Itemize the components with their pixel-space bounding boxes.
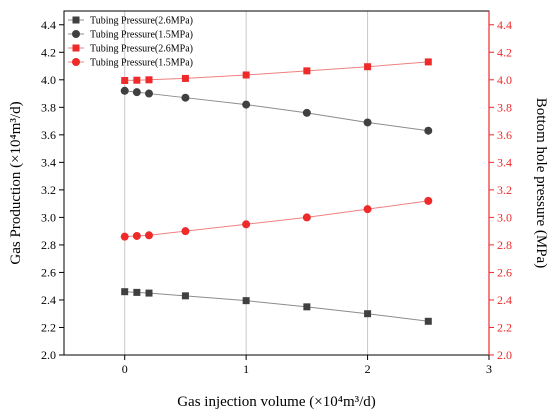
- y-right-tick-label: 3.2: [497, 183, 512, 197]
- data-point: [242, 297, 250, 305]
- data-point: [302, 108, 311, 117]
- y-axis-right-ticks: 2.0 2.2 2.4 2.6 2.8 3.0 3.2 3.4 3.6 3.8 4.0 4.2 4.4: [489, 18, 512, 362]
- y-right-tick-label: 2.0: [497, 348, 512, 362]
- y-axis-right-title: Bottom hole pressure (MPa): [533, 98, 549, 268]
- x-axis-title: Gas injection volume (×10⁴m³/d): [177, 394, 376, 410]
- data-point: [363, 118, 372, 127]
- y-axis-left-ticks: 2.0 2.2 2.4 2.6 2.8 3.0 3.2 3.4 3.6 3.8 4.0 4.2 4.4: [41, 18, 64, 362]
- legend-item: Tubing Pressure(1.5MPa): [68, 58, 193, 69]
- x-tick-label: 2: [365, 362, 371, 376]
- data-point: [181, 93, 190, 102]
- legend-item: Tubing Pressure(1.5MPa): [68, 30, 193, 41]
- x-axis-ticks: 0 1 2 3: [122, 355, 492, 376]
- legend: Tubing Pressure(2.6MPa) Tubing Pressure(1…: [68, 16, 193, 69]
- legend-label: Tubing Pressure(2.6MPa): [90, 16, 193, 27]
- y-left-tick-label: 3.4: [41, 155, 56, 169]
- data-point: [181, 292, 189, 300]
- y-left-tick-label: 4.2: [41, 45, 56, 59]
- data-point: [424, 196, 433, 205]
- y-axis-left-title: Gas Production (×10⁴m³/d): [8, 101, 24, 264]
- y-left-tick-label: 3.0: [41, 210, 56, 224]
- data-point: [424, 126, 433, 135]
- data-point: [145, 76, 153, 84]
- data-point: [145, 289, 153, 297]
- legend-marker: [72, 16, 80, 24]
- y-right-tick-label: 4.2: [497, 45, 512, 59]
- series-4: [120, 196, 433, 241]
- legend-marker: [72, 30, 80, 38]
- data-point: [181, 74, 189, 82]
- data-point: [120, 86, 129, 95]
- y-left-tick-label: 4.4: [41, 18, 56, 32]
- legend-label: Tubing Pressure(1.5MPa): [90, 58, 193, 69]
- y-right-tick-label: 3.4: [497, 155, 512, 169]
- data-point: [132, 231, 141, 240]
- y-right-tick-label: 2.2: [497, 320, 512, 334]
- y-left-tick-label: 3.2: [41, 183, 56, 197]
- x-tick-label: 1: [243, 362, 249, 376]
- data-point: [145, 89, 153, 98]
- legend-item: Tubing Pressure(2.6MPa): [68, 44, 193, 55]
- y-left-tick-label: 2.4: [41, 293, 56, 307]
- y-left-tick-label: 4.0: [41, 73, 56, 87]
- y-right-tick-label: 2.8: [497, 238, 512, 252]
- y-right-tick-label: 3.0: [497, 210, 512, 224]
- data-point: [303, 303, 311, 311]
- series-1: [121, 288, 432, 325]
- series-3: [121, 58, 432, 84]
- data-point: [424, 317, 432, 325]
- y-right-tick-label: 3.8: [497, 100, 512, 114]
- y-left-tick-label: 3.8: [41, 100, 56, 114]
- data-point: [133, 76, 141, 84]
- data-point: [363, 205, 372, 214]
- y-left-tick-label: 2.0: [41, 348, 56, 362]
- data-point: [242, 71, 250, 79]
- data-point: [303, 67, 311, 75]
- y-left-tick-label: 2.8: [41, 238, 56, 252]
- x-tick-label: 3: [486, 362, 492, 376]
- y-right-tick-label: 2.6: [497, 265, 512, 279]
- legend-marker: [72, 58, 80, 66]
- data-point: [120, 232, 129, 241]
- data-point: [364, 63, 372, 71]
- x-tick-label: 0: [122, 362, 128, 376]
- data-point: [133, 288, 141, 296]
- data-point: [302, 213, 311, 222]
- legend-marker: [72, 44, 80, 52]
- y-left-tick-label: 3.6: [41, 128, 56, 142]
- legend-label: Tubing Pressure(1.5MPa): [90, 30, 193, 41]
- y-right-tick-label: 4.0: [497, 73, 512, 87]
- y-right-tick-label: 2.4: [497, 293, 512, 307]
- data-point: [181, 227, 190, 236]
- data-point: [121, 76, 129, 84]
- data-point: [145, 231, 153, 240]
- data-point: [364, 310, 372, 318]
- data-point: [242, 220, 251, 229]
- series-layer: [120, 58, 433, 325]
- data-point: [121, 288, 129, 296]
- data-point: [242, 100, 251, 109]
- legend-item: Tubing Pressure(2.6MPa): [68, 16, 193, 27]
- data-point: [132, 88, 141, 97]
- legend-label: Tubing Pressure(2.6MPa): [90, 44, 193, 55]
- y-left-tick-label: 2.2: [41, 320, 56, 334]
- data-point: [424, 58, 432, 66]
- y-right-tick-label: 4.4: [497, 18, 512, 32]
- series-2: [120, 86, 433, 135]
- y-left-tick-label: 2.6: [41, 265, 56, 279]
- y-right-tick-label: 3.6: [497, 128, 512, 142]
